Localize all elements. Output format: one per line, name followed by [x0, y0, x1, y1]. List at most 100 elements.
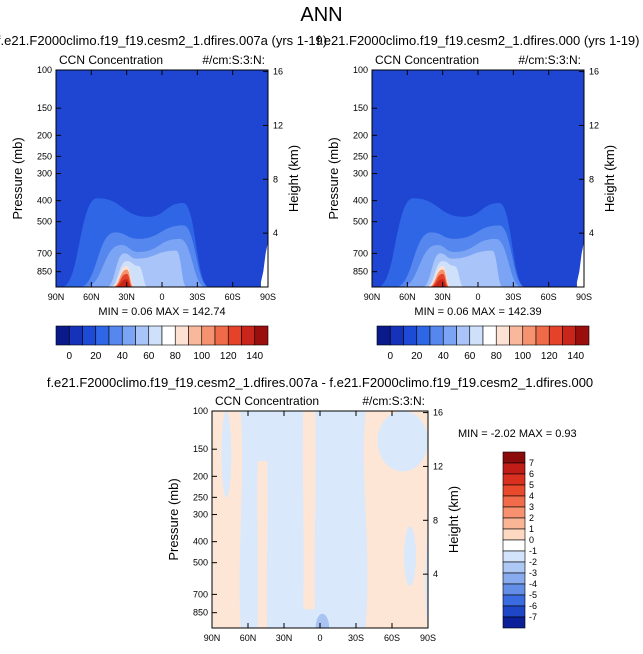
contour-level-140 [114, 279, 132, 287]
colorbar-swatch [502, 616, 526, 629]
colorbar-swatch [95, 325, 110, 346]
x-tick-label: 60N [399, 292, 416, 302]
y-tick-label: 150 [193, 444, 208, 454]
panel-2: 90N 60N 30N 0 30S 60S 90S100150200250300400500… [316, 33, 639, 362]
colorbar-label: -4 [529, 579, 537, 589]
x-tick-label: 90N [204, 633, 221, 643]
x-tick-label: 90S [576, 292, 592, 302]
y2-tick-label: 16 [433, 408, 443, 418]
y-tick-label: 400 [353, 196, 368, 206]
colorbar-swatch [403, 325, 418, 346]
x-tick-label: 60N [83, 292, 100, 302]
colorbar-swatch [548, 325, 563, 346]
colorbar-label: 80 [170, 351, 182, 362]
colorbar-label: 100 [514, 351, 531, 362]
colorbar-swatch [502, 517, 526, 530]
y2-tick-label: 4 [273, 228, 278, 238]
x-tick-label: 30S [505, 292, 521, 302]
negative-patch-3 [404, 526, 416, 586]
y-tick-label: 100 [37, 65, 52, 75]
y-tick-label: 700 [193, 589, 208, 599]
colorbar-swatch [535, 325, 550, 346]
y2-axis-label: Height (km) [602, 145, 617, 212]
colorbar-label: -2 [529, 557, 537, 567]
x-tick-label: 90S [260, 292, 276, 302]
y-tick-label: 200 [353, 130, 368, 140]
y-tick-label: 200 [193, 471, 208, 481]
chart-subtitle-right: #/cm:S:3:N: [518, 53, 581, 67]
chart-subtitle-left: CCN Concentration [215, 394, 319, 408]
colorbar-swatch [227, 325, 242, 346]
chart-title: f.e21.F2000climo.f19_f19.cesm2_1.dfires.… [47, 375, 593, 390]
colorbar-swatch [429, 325, 444, 346]
colorbar-swatch [482, 325, 497, 346]
colorbar-label: 3 [529, 502, 534, 512]
y2-tick-label: 12 [433, 461, 443, 471]
colorbar-label: 0 [529, 535, 534, 545]
colorbar-swatch [502, 594, 526, 607]
y2-tick-label: 8 [273, 174, 278, 184]
colorbar-swatch [502, 495, 526, 508]
colorbar-swatch [135, 325, 150, 346]
colorbar-label: -3 [529, 568, 537, 578]
chart-title: f.e21.F2000climo.f19_f19.cesm2_1.dfires.… [316, 33, 639, 48]
colorbar-swatch [68, 325, 83, 346]
colorbar-swatch [108, 325, 123, 346]
colorbar-swatch [241, 325, 256, 346]
colorbar-swatch [509, 325, 524, 346]
colorbar-swatch [161, 325, 176, 346]
terrain-mask [576, 241, 584, 287]
y-tick-label: 300 [193, 510, 208, 520]
chart-subtitle-right: #/cm:S:3:N: [202, 53, 265, 67]
colorbar-swatch [469, 325, 484, 346]
min-max-label: MIN = 0.06 MAX = 142.39 [414, 306, 541, 318]
colorbar-label: 80 [491, 351, 503, 362]
x-tick-label: 90N [364, 292, 381, 302]
colorbar-label: 120 [541, 351, 558, 362]
colorbar-swatch [495, 325, 510, 346]
colorbar-label: 1 [529, 524, 534, 534]
panel-3: 90N 60N 30N 0 30S 60S 90S100150200250300400500… [47, 375, 593, 643]
colorbar-label: -1 [529, 546, 537, 556]
x-tick-label: 90S [420, 633, 436, 643]
positive-band-2 [257, 461, 268, 628]
x-tick-label: 0 [475, 292, 480, 302]
colorbar-swatch [254, 325, 269, 346]
colorbar-swatch [121, 325, 136, 346]
positive-band-1 [212, 411, 243, 628]
y-tick-label: 700 [37, 248, 52, 258]
chart-subtitle-left: CCN Concentration [59, 53, 163, 67]
y-tick-label: 850 [193, 608, 208, 618]
colorbar-swatch [456, 325, 471, 346]
y-tick-label: 250 [37, 151, 52, 161]
colorbar-swatch [214, 325, 229, 346]
y-tick-label: 400 [193, 537, 208, 547]
colorbar-swatch [174, 325, 189, 346]
colorbar-swatch [502, 451, 526, 464]
x-tick-label: 60S [541, 292, 557, 302]
colorbar-swatch [502, 473, 526, 486]
y2-tick-label: 12 [589, 120, 599, 130]
colorbar-swatch [502, 506, 526, 519]
y2-tick-label: 16 [273, 67, 283, 77]
y-tick-label: 150 [353, 103, 368, 113]
y-tick-label: 250 [193, 492, 208, 502]
x-tick-label: 90N [48, 292, 65, 302]
y2-tick-label: 8 [433, 515, 438, 525]
colorbar-label: 60 [143, 351, 155, 362]
colorbar-swatch [55, 325, 70, 346]
x-tick-label: 30S [189, 292, 205, 302]
colorbar-swatch [201, 325, 216, 346]
chart-subtitle-left: CCN Concentration [375, 53, 479, 67]
chart-subtitle-right: #/cm:S:3:N: [362, 394, 425, 408]
colorbar-swatch [442, 325, 457, 346]
colorbar-label: -6 [529, 601, 537, 611]
x-tick-label: 30N [276, 633, 293, 643]
x-tick-label: 60N [240, 633, 257, 643]
x-tick-label: 60S [384, 633, 400, 643]
y-tick-label: 850 [353, 267, 368, 277]
y2-tick-label: 4 [589, 228, 594, 238]
contour-field [372, 70, 584, 287]
y-tick-label: 100 [353, 65, 368, 75]
colorbar-label: 20 [411, 351, 423, 362]
